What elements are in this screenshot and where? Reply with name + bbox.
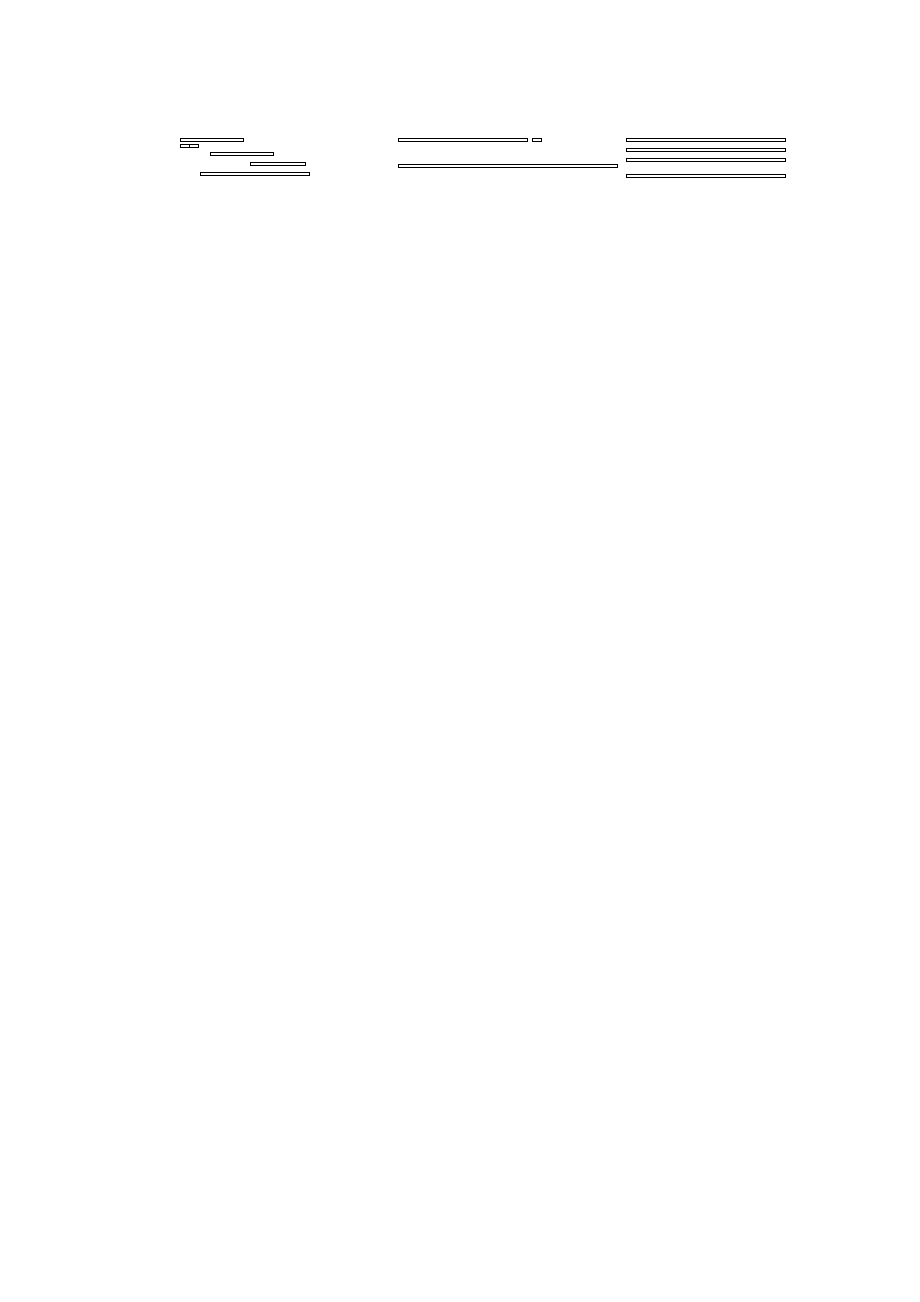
mount-label [210,152,274,156]
model-no-label [532,138,542,142]
power-note [398,138,528,142]
page [0,0,920,360]
right-column [626,138,786,180]
supp-label [626,158,786,162]
left-column [180,138,390,178]
stage-label [250,162,306,166]
middle-column [398,138,618,170]
selection-tables [110,220,900,260]
product-desc [190,145,199,148]
product-type-label [180,138,244,142]
spec-label [398,164,618,168]
other-mount-label [626,174,786,178]
model-code-diagram [180,100,800,180]
product-code [181,145,190,148]
diagram-body [180,138,800,180]
note-box [626,148,786,152]
connector-row [180,122,800,138]
code-row [180,100,800,122]
conn-label [200,172,310,176]
ratio-label [626,138,786,142]
